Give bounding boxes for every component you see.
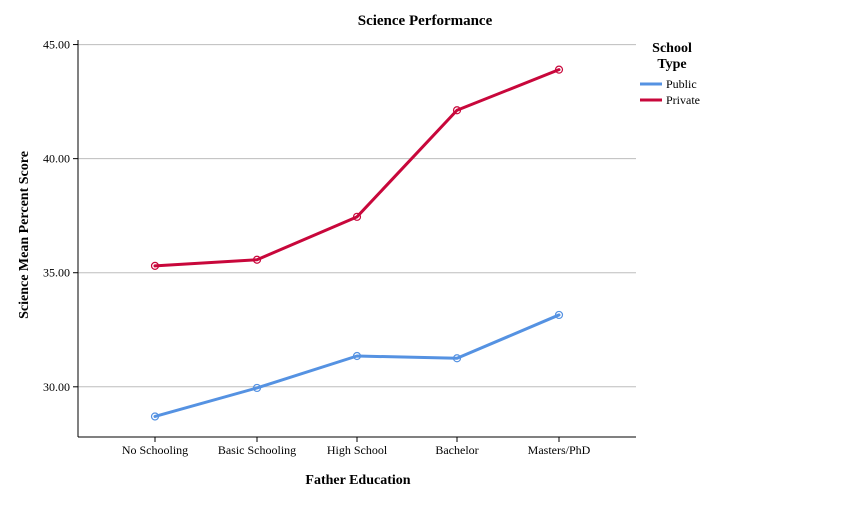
data-point-public	[554, 310, 564, 320]
legend-title-line-2: Type	[657, 57, 686, 72]
data-point-private	[352, 212, 362, 221]
x-tick-label: Masters/PhD	[528, 443, 591, 457]
series-line-public	[153, 313, 561, 418]
data-point-public	[252, 383, 262, 393]
series-line-private	[153, 68, 561, 268]
data-point-private	[452, 106, 462, 115]
y-axis-title: Science Mean Percent Score	[17, 151, 32, 319]
legend-label-public: Public	[666, 77, 697, 91]
data-point-private	[554, 65, 564, 74]
data-point-public	[352, 351, 362, 361]
y-tick-labels: 30.00 35.00 40.00 45.00	[43, 38, 78, 394]
x-tick-label: High School	[327, 443, 388, 457]
x-tick-label: Bachelor	[435, 443, 478, 457]
gridlines	[78, 44, 636, 388]
legend-label-private: Private	[666, 93, 700, 107]
y-tick-label: 45.00	[43, 38, 70, 52]
y-tick-label: 40.00	[43, 152, 70, 166]
legend: School Type Public Private	[640, 41, 700, 107]
series-group	[150, 65, 564, 421]
y-tick-label: 35.00	[43, 266, 70, 280]
data-point-private	[150, 261, 160, 270]
data-point-public	[452, 354, 462, 363]
chart-title: Science Performance	[358, 13, 493, 29]
x-tick-label: Basic Schooling	[218, 443, 296, 457]
data-point-private	[252, 255, 262, 264]
legend-title-line-1: School	[652, 41, 692, 56]
x-axis-title: Father Education	[305, 473, 410, 488]
data-point-public	[150, 412, 160, 421]
x-tick-labels: No Schooling Basic Schooling High School Ba…	[122, 437, 591, 457]
y-tick-label: 30.00	[43, 380, 70, 394]
x-tick-label: No Schooling	[122, 443, 188, 457]
